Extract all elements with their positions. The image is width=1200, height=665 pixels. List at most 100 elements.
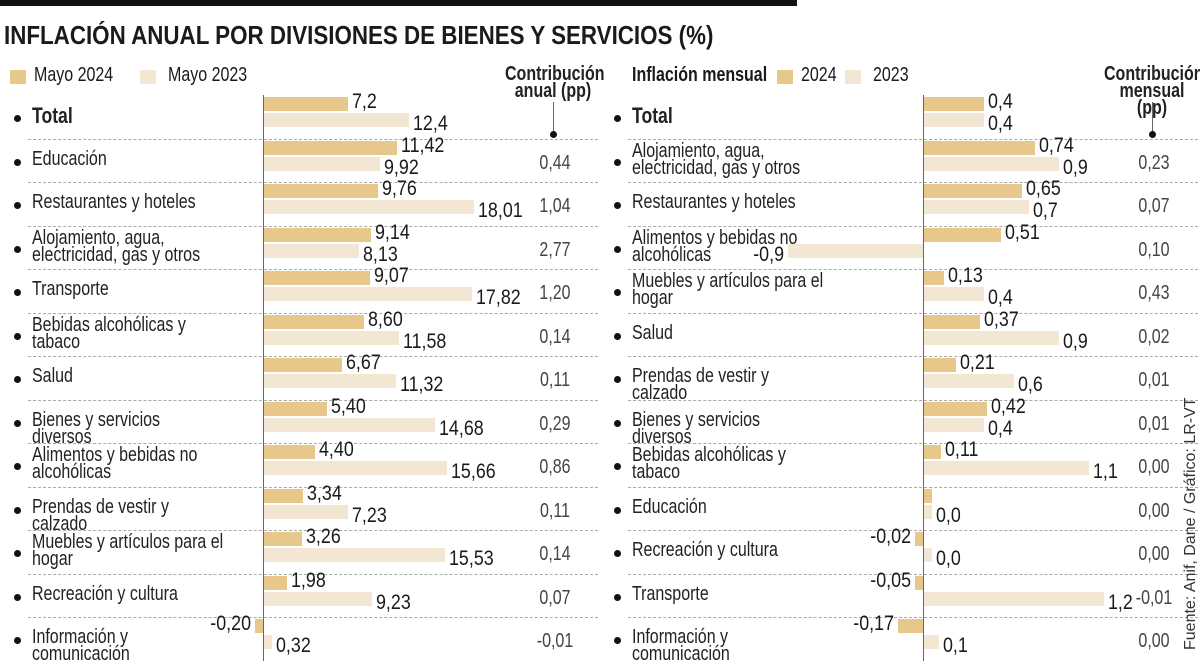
legend-label-2023: 2023 [873,64,909,86]
row-bullet [14,158,21,166]
row-bullet [14,419,21,427]
bar-2023 [924,635,939,649]
contribution-value: 0,00 [1138,543,1170,565]
bar-2023 [264,504,349,519]
category-label: Total [32,103,73,128]
category-label: Bienes y servicios diversos [632,408,761,448]
data-label: 0,6 [1018,373,1043,396]
row-divider [28,269,598,270]
contribution-value: -0,01 [1135,586,1173,609]
row-bullet [614,376,621,383]
contribution-value: 0,43 [1138,282,1170,304]
bar-2023 [924,417,984,432]
bar-2023 [924,461,1089,475]
data-label: 5,40 [331,394,366,418]
row-bullet [614,332,621,340]
data-label: -0,17 [852,612,894,635]
data-label: 8,60 [368,307,404,331]
bar-2024 [924,184,1022,198]
row-bullet [14,115,21,122]
bar-2023 [788,243,923,258]
contribution-value: 2,77 [539,238,571,261]
bar-2024 [924,401,987,416]
category-label: Prendas de vestir y calzado [32,495,169,535]
row-divider [28,617,598,618]
data-label: 0,32 [276,634,311,657]
bar-2023 [924,504,932,519]
category-label: Alojamiento, agua, electricidad, gas y o… [632,139,801,179]
contribution-value: 0,29 [539,412,571,435]
category-label: Educación [632,495,707,518]
data-label: 11,58 [403,329,447,353]
row-bullet [614,463,621,470]
row-bullet [14,550,21,557]
category-label: Restaurantes y hoteles [32,191,196,213]
bar-2024 [264,97,349,111]
bar-2024 [924,271,944,285]
row-divider [28,138,598,140]
data-label: 0,51 [1004,220,1040,244]
bar-2024 [924,227,1001,242]
bar-2023 [264,374,397,388]
category-label: Bienes y servicios diversos [32,408,161,448]
bar-2024 [264,314,365,329]
data-label: 0,9 [1063,329,1088,353]
row-divider [628,443,1198,444]
contribution-value: -0,01 [536,630,574,652]
category-label: Bebidas alcohólicas y tabaco [632,444,786,483]
contribution-value: 0,11 [540,499,570,522]
row-bullet [14,289,21,296]
bar-2024 [915,532,923,546]
row-divider [28,399,598,401]
contribution-title: Contribución anual (pp) [505,63,605,102]
row-bullet [614,115,621,122]
bar-2024 [264,488,303,503]
data-label: 7,23 [352,503,388,527]
row-bullet [14,506,21,514]
contribution-title: Contribución mensual (pp) [1104,63,1200,119]
row-bullet [614,593,621,601]
category-label: Educación [32,147,107,170]
row-divider [28,356,598,357]
row-bullet [614,202,621,209]
bar-2023 [264,200,475,214]
data-label: 0,9 [1063,155,1088,179]
data-label: 0,65 [1025,177,1061,200]
row-divider [28,486,598,488]
data-label: 11,32 [400,373,444,396]
contribution-pointer-dot [1149,131,1156,138]
contribution-value: 0,00 [1138,630,1170,652]
row-divider [628,399,1198,401]
category-label: Alojamiento, agua, electricidad, gas y o… [32,226,201,266]
contribution-value: 1,04 [539,195,571,217]
data-label: 0,7 [1033,199,1058,222]
data-label: 0,0 [936,547,961,570]
data-label: 12,4 [412,112,448,135]
data-label: 3,26 [306,525,341,548]
legend-label-2023: Mayo 2023 [168,64,248,86]
row-bullet [614,158,621,166]
row-divider [628,138,1198,140]
bar-2023 [924,548,932,562]
contribution-value: 0,23 [1138,151,1170,174]
data-label: 8,13 [362,242,398,266]
row-bullet [614,550,621,557]
contribution-value: 0,86 [539,456,571,478]
row-divider [28,573,598,575]
data-label: 0,37 [983,307,1019,331]
row-bullet [614,289,621,296]
bar-2024 [264,184,378,198]
legend-swatch-2024 [777,70,793,84]
contribution-value: 1,20 [539,282,571,304]
bar-2023 [924,287,984,301]
row-divider [28,225,598,227]
bar-2024 [255,619,263,633]
bar-2024 [924,140,1035,155]
legend-swatch-2024 [10,70,26,84]
data-label: 14,68 [439,416,484,440]
source-note: Fuente: Anif, Dane / Gráfico: LR-VT [1182,397,1199,650]
row-divider [28,530,598,531]
row-bullet [14,593,21,601]
bar-2023 [264,243,359,258]
bar-2024 [924,314,980,329]
